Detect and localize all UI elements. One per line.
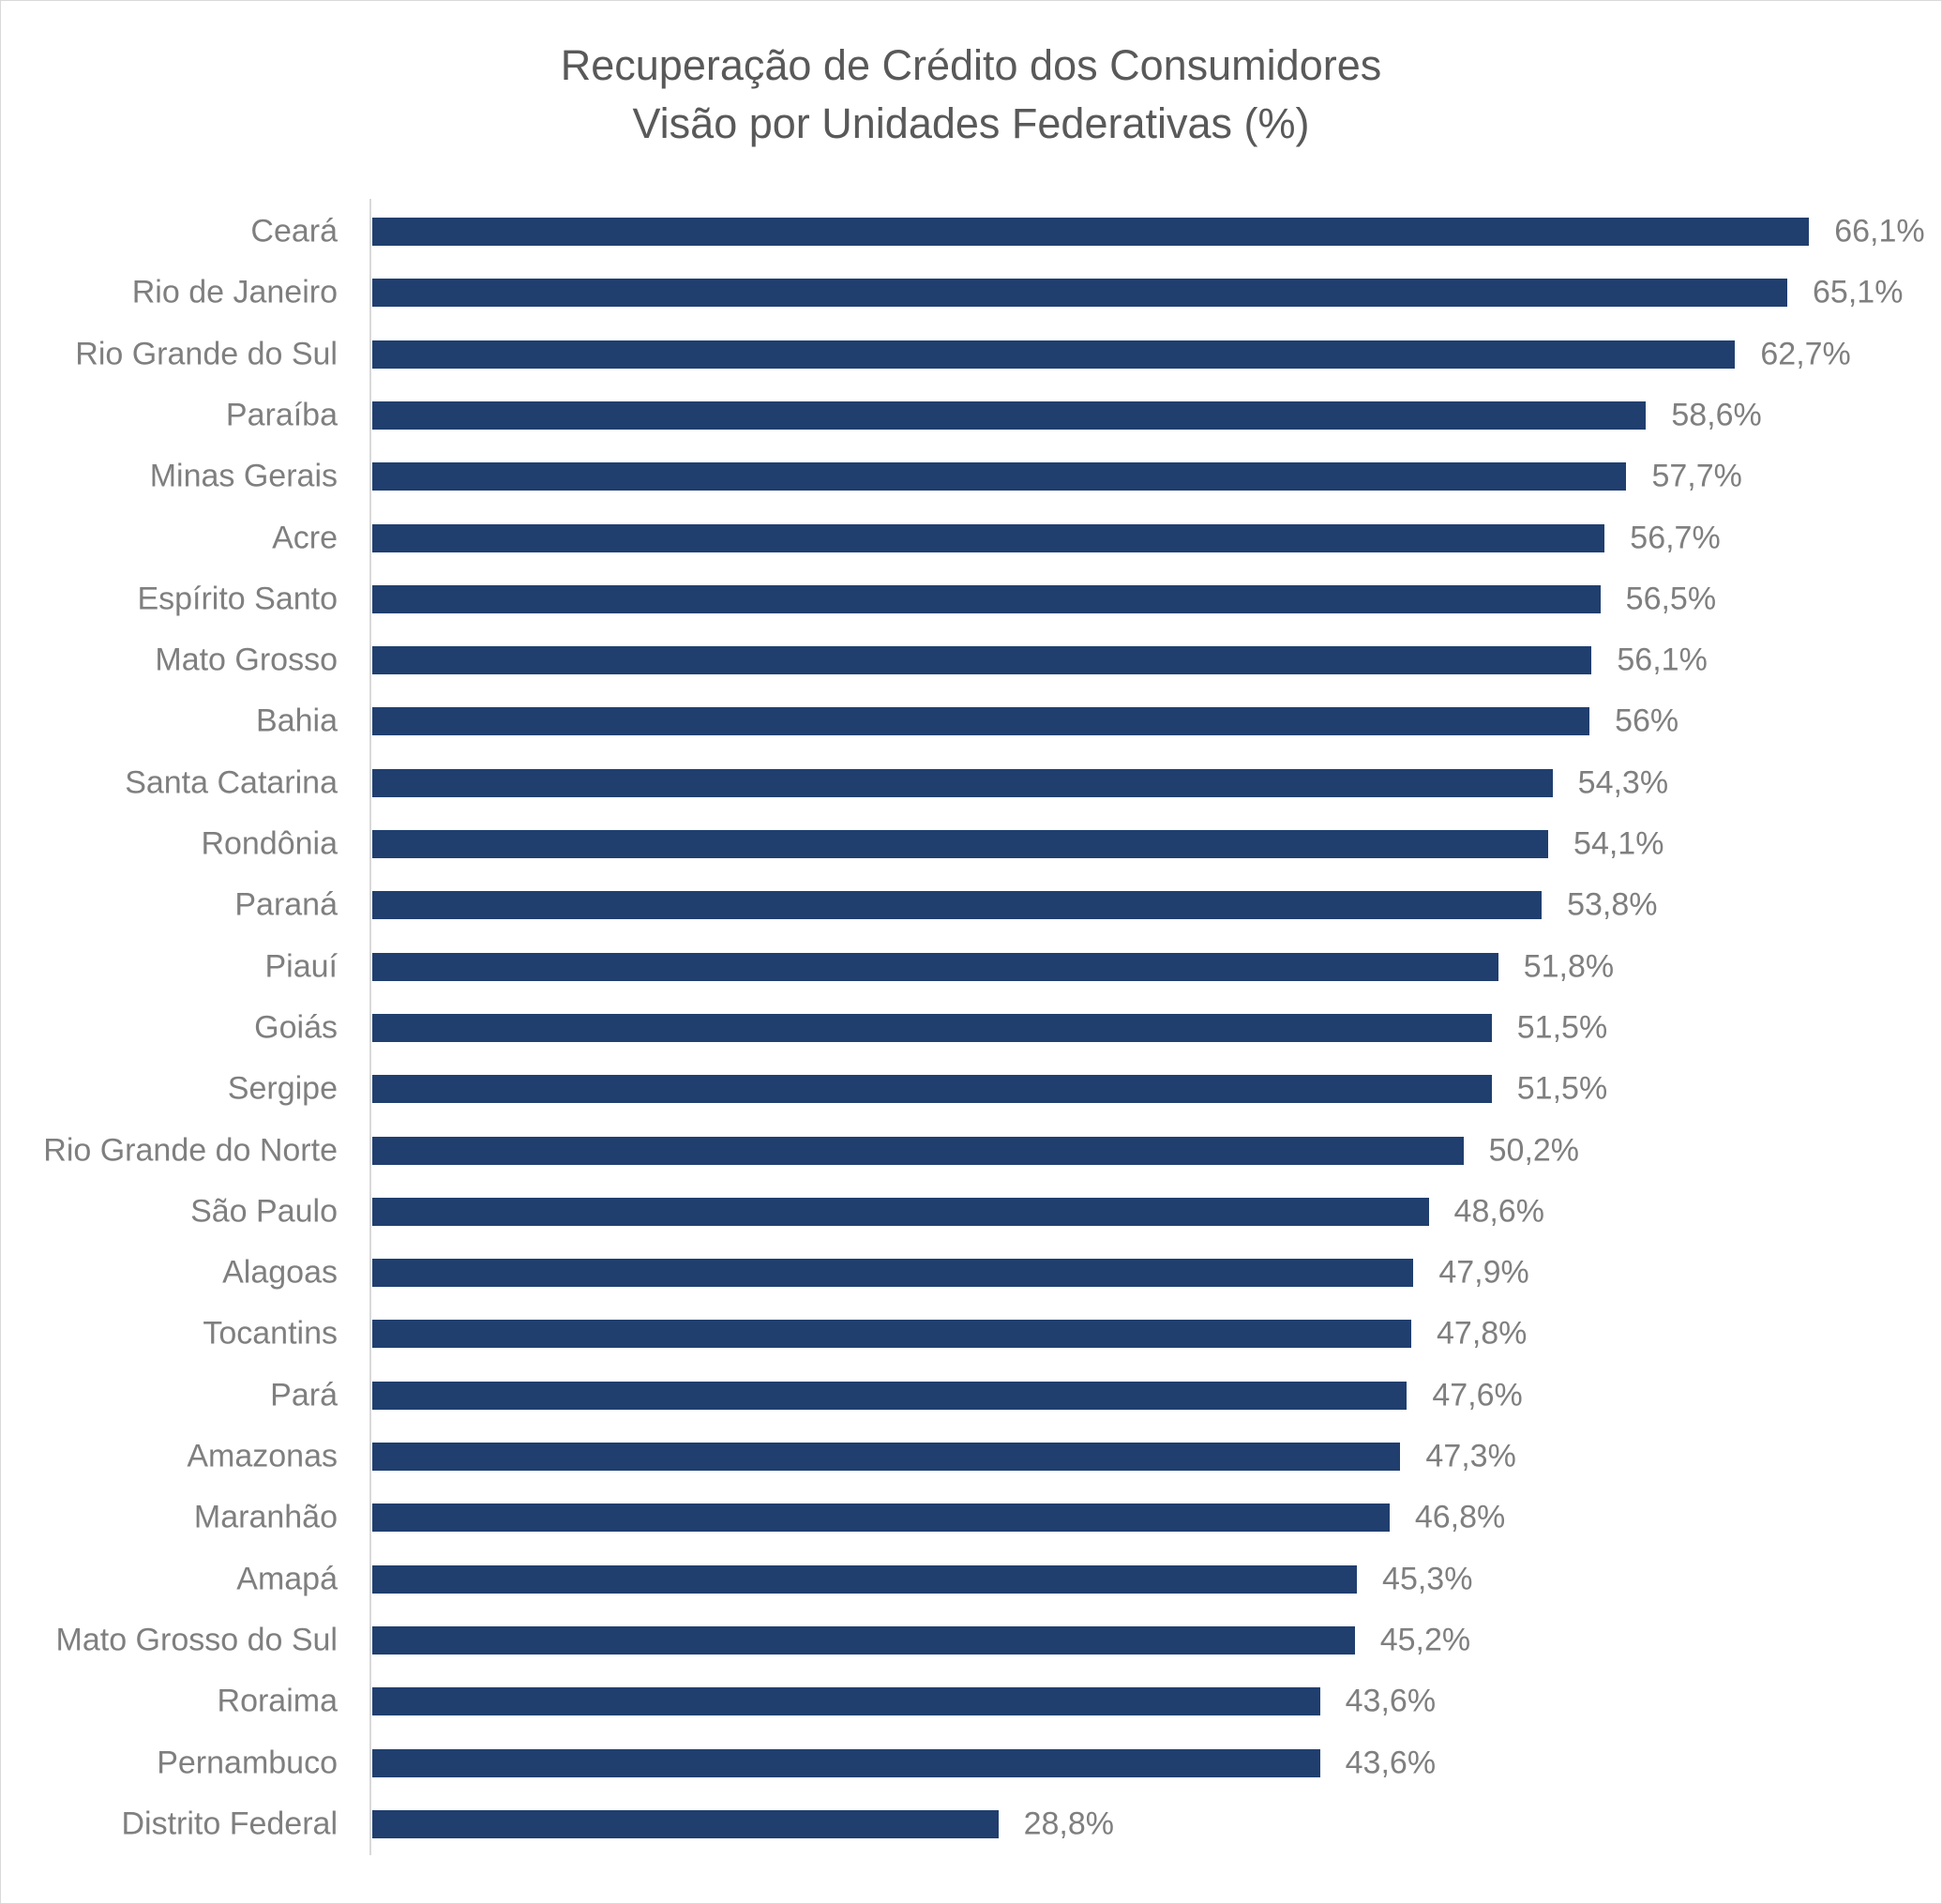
bar <box>372 891 1543 920</box>
category-label: Pará <box>270 1377 338 1413</box>
data-label: 57,7% <box>1651 458 1742 494</box>
category-label: Amapá <box>236 1561 338 1597</box>
data-label: 66,1% <box>1834 213 1925 249</box>
bar <box>372 1013 1492 1042</box>
data-label: 56,5% <box>1625 581 1717 617</box>
data-label: 43,6% <box>1345 1745 1437 1780</box>
category-label: Tocantins <box>203 1315 338 1352</box>
data-label: 47,9% <box>1438 1254 1529 1291</box>
category-label: Goiás <box>254 1009 338 1046</box>
bar <box>372 340 1736 369</box>
category-label: Rio Grande do Sul <box>75 336 338 372</box>
category-label: Acre <box>272 520 338 555</box>
data-label: 62,7% <box>1760 336 1851 372</box>
category-label: Rio de Janeiro <box>131 274 338 310</box>
category-label: Roraima <box>217 1683 338 1719</box>
bar <box>372 1259 1414 1288</box>
category-label: Paraná <box>234 886 338 923</box>
category-label: Rio Grande do Norte <box>43 1132 338 1168</box>
bar <box>372 646 1592 675</box>
category-label: Distrito Federal <box>121 1806 338 1842</box>
data-label: 56,1% <box>1617 642 1708 678</box>
bar <box>372 400 1647 430</box>
data-label: 47,3% <box>1425 1438 1516 1474</box>
chart-title-line-1: Recuperação de Crédito dos Consumidores <box>560 41 1382 89</box>
category-label: Piauí <box>264 948 339 985</box>
category-label: Santa Catarina <box>125 764 338 801</box>
data-label: 43,6% <box>1345 1683 1437 1719</box>
category-label: Maranhão <box>193 1499 338 1535</box>
data-label: 54,1% <box>1573 825 1664 862</box>
category-label: Pernambuco <box>157 1745 338 1780</box>
bar <box>372 830 1549 858</box>
bar <box>372 1809 999 1838</box>
category-label: Rondônia <box>201 825 338 862</box>
data-label: 56,7% <box>1630 520 1721 555</box>
data-label: 47,6% <box>1432 1377 1523 1413</box>
category-label: Ceará <box>250 213 338 249</box>
category-label: Mato Grosso do Sul <box>55 1622 338 1658</box>
chart-title: Recuperação de Crédito dos Consumidores … <box>1 37 1941 153</box>
bar <box>372 1320 1411 1349</box>
category-label: Mato Grosso <box>155 642 338 678</box>
bar <box>372 1687 1320 1716</box>
category-label: Amazonas <box>187 1438 338 1474</box>
data-label: 56% <box>1615 703 1679 739</box>
chart-title-line-2: Visão por Unidades Federativas (%) <box>632 99 1310 147</box>
bar <box>372 584 1601 613</box>
bar <box>372 523 1605 552</box>
data-label: 28,8% <box>1023 1806 1114 1842</box>
data-label: 53,8% <box>1567 886 1658 923</box>
bar <box>372 707 1590 736</box>
bar <box>372 1443 1401 1471</box>
data-label: 58,6% <box>1671 397 1762 433</box>
data-label: 50,2% <box>1488 1132 1580 1168</box>
bar <box>372 1504 1390 1533</box>
data-label: 46,8% <box>1414 1499 1506 1535</box>
y-axis-line <box>369 199 371 1855</box>
data-label: 51,5% <box>1516 1070 1608 1107</box>
category-label: Alagoas <box>222 1254 338 1291</box>
bar <box>372 462 1627 491</box>
data-label: 51,8% <box>1523 948 1615 985</box>
bar <box>372 1625 1355 1655</box>
data-label: 48,6% <box>1453 1193 1544 1230</box>
data-label: 45,3% <box>1382 1561 1473 1597</box>
data-label: 54,3% <box>1577 764 1669 801</box>
category-label: Bahia <box>256 703 338 739</box>
bar <box>372 1136 1464 1165</box>
bar <box>372 279 1788 308</box>
bar <box>372 218 1810 246</box>
category-label: Sergipe <box>227 1070 338 1107</box>
bar <box>372 1381 1408 1410</box>
data-label: 51,5% <box>1516 1009 1608 1046</box>
category-label: Paraíba <box>225 397 338 433</box>
bar <box>372 1748 1320 1777</box>
data-label: 47,8% <box>1437 1315 1528 1352</box>
category-label: Espírito Santo <box>137 581 338 617</box>
data-label: 65,1% <box>1813 274 1904 310</box>
data-label: 45,2% <box>1379 1622 1471 1658</box>
bar <box>372 1075 1492 1104</box>
bar <box>372 952 1498 981</box>
category-label: São Paulo <box>190 1193 338 1230</box>
bar <box>372 1564 1358 1594</box>
bar <box>372 1197 1429 1226</box>
bar <box>372 768 1553 797</box>
category-label: Minas Gerais <box>149 458 338 494</box>
